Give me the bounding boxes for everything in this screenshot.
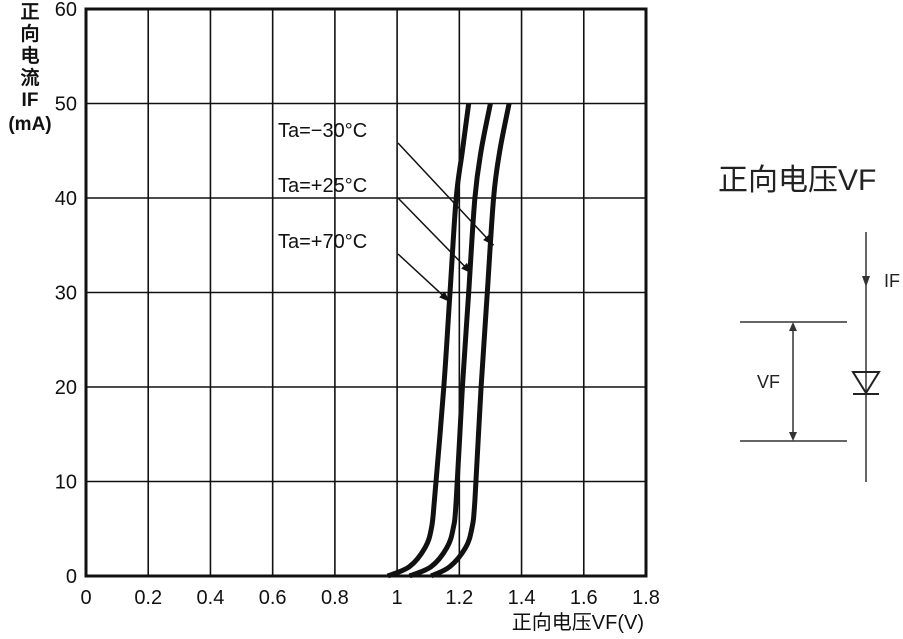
y-axis-label: 正 向 电 流 IF (mA) [8, 2, 51, 135]
y-axis-label-line: (mA) [8, 114, 51, 135]
voltage-arrow-up-icon [789, 322, 797, 331]
y-axis-label-line: 正 [20, 2, 39, 23]
y-tick-label: 60 [55, 0, 77, 21]
y-axis-label-line: 向 [20, 22, 39, 45]
x-tick-label: 0.8 [321, 587, 349, 609]
current-arrow-icon [862, 276, 870, 287]
annotation-leader-line [397, 197, 473, 275]
diode-symbol-icon [851, 371, 881, 395]
y-tick-labels: 0 10 20 30 40 50 60 [55, 0, 77, 588]
diagram-title: 正向电压VF [718, 164, 876, 197]
annotations: Ta=−30°C Ta=+25°C Ta=+70°C [278, 120, 495, 303]
voltage-arrow-down-icon [789, 432, 797, 441]
annotation-arrowhead-icon [483, 234, 494, 246]
y-tick-label: 30 [55, 283, 77, 305]
x-tick-label: 0.2 [134, 587, 162, 609]
series-line [408, 103, 493, 579]
y-tick-label: 10 [55, 472, 77, 494]
y-axis-label-line: 流 [20, 66, 39, 89]
y-tick-label: 0 [66, 566, 77, 588]
curves [386, 103, 512, 579]
x-tick-labels: 0 0.2 0.4 0.6 0.8 1 1.2 1.4 1.6 1.8 [80, 587, 659, 609]
series-line [430, 103, 512, 579]
annotation-leader-line [397, 253, 451, 303]
x-tick-label: 0.4 [197, 587, 225, 609]
x-axis-label: 正向电压VF(V) [512, 611, 644, 634]
x-tick-label: 1.4 [508, 587, 536, 609]
x-tick-label: 0 [80, 587, 91, 609]
x-tick-label: 1.8 [632, 587, 660, 609]
x-tick-label: 1 [392, 587, 403, 609]
series-annotation-label: Ta=+25°C [278, 175, 367, 197]
series-annotation-label: Ta=−30°C [278, 120, 367, 142]
plot-frame [84, 7, 648, 578]
y-tick-label: 50 [55, 94, 77, 116]
y-tick-label: 20 [55, 377, 77, 399]
y-axis-label-line: 电 [20, 44, 39, 67]
annotation-arrowhead-icon [439, 291, 450, 302]
series-line [386, 103, 472, 579]
x-tick-label: 1.2 [445, 587, 473, 609]
series-annotation-label: Ta=+70°C [278, 231, 367, 253]
annotation-arrowhead-icon [461, 262, 472, 274]
x-tick-label: 0.6 [259, 587, 287, 609]
annotation-leader-line [397, 142, 495, 246]
forward-voltage-diagram: 正向电压VF IF VF [718, 164, 900, 482]
x-tick-label: 1.6 [570, 587, 598, 609]
y-axis-label-line: IF [22, 90, 39, 111]
y-tick-label: 40 [55, 188, 77, 210]
current-label: IF [884, 271, 900, 291]
grid [86, 9, 646, 576]
voltage-label: VF [757, 372, 780, 392]
